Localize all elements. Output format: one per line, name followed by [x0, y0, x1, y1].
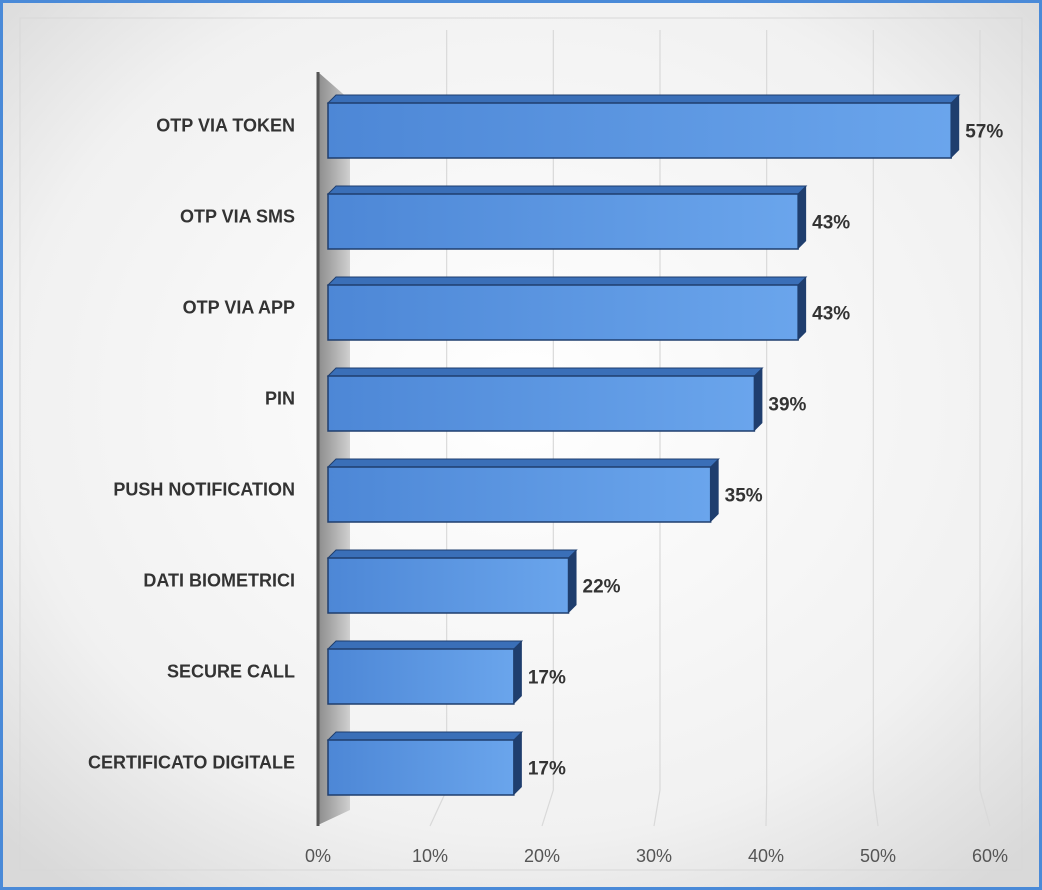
x-tick-label: 20%	[524, 846, 560, 866]
value-label: 17%	[528, 759, 566, 780]
bar-side	[754, 368, 763, 431]
bar	[327, 466, 712, 523]
value-label: 17%	[528, 668, 566, 689]
bar	[327, 375, 756, 432]
bar-side	[568, 550, 577, 613]
y-tick-label: OTP VIA SMS	[180, 206, 295, 226]
axis-wall	[318, 72, 350, 825]
x-tick-label: 50%	[860, 846, 896, 866]
plot-border	[19, 17, 1023, 871]
x-tick-label: 10%	[412, 846, 448, 866]
bar-side	[798, 186, 807, 249]
bar	[327, 648, 515, 705]
y-tick-label: OTP VIA TOKEN	[156, 115, 295, 135]
bar-top	[326, 367, 764, 377]
bar-top	[326, 549, 578, 559]
bar-side	[951, 95, 960, 158]
value-label: 22%	[583, 577, 621, 598]
y-tick-label: SECURE CALL	[167, 661, 295, 681]
x-tick-label: 30%	[636, 846, 672, 866]
value-label: 39%	[768, 395, 806, 416]
bar	[327, 739, 515, 796]
bar	[327, 284, 799, 341]
y-tick-label: OTP VIA APP	[183, 297, 295, 317]
bar-top	[326, 458, 720, 468]
x-tick-label: 60%	[972, 846, 1008, 866]
bar	[327, 102, 952, 159]
bar-top	[326, 185, 808, 195]
value-label: 35%	[725, 486, 763, 507]
y-tick-label: DATI BIOMETRICI	[143, 570, 295, 590]
y-tick-label: PUSH NOTIFICATION	[113, 479, 295, 499]
bar-side	[513, 732, 522, 795]
x-tick-label: 40%	[748, 846, 784, 866]
bar-top	[326, 94, 961, 104]
value-label: 43%	[812, 213, 850, 234]
bar-side	[513, 641, 522, 704]
y-tick-label: PIN	[265, 388, 295, 408]
grid-line	[979, 30, 991, 827]
y-tick-label: CERTIFICATO DIGITALE	[88, 752, 295, 772]
bar-top	[326, 640, 524, 650]
bar-top	[326, 276, 808, 286]
bar-side	[798, 277, 807, 340]
value-label: 57%	[965, 122, 1003, 143]
bar	[327, 557, 570, 614]
value-label: 43%	[812, 304, 850, 325]
bar-side	[710, 459, 719, 522]
x-tick-label: 0%	[305, 846, 331, 866]
bar	[327, 193, 799, 250]
bar-top	[326, 731, 524, 741]
grid-line	[872, 30, 879, 827]
